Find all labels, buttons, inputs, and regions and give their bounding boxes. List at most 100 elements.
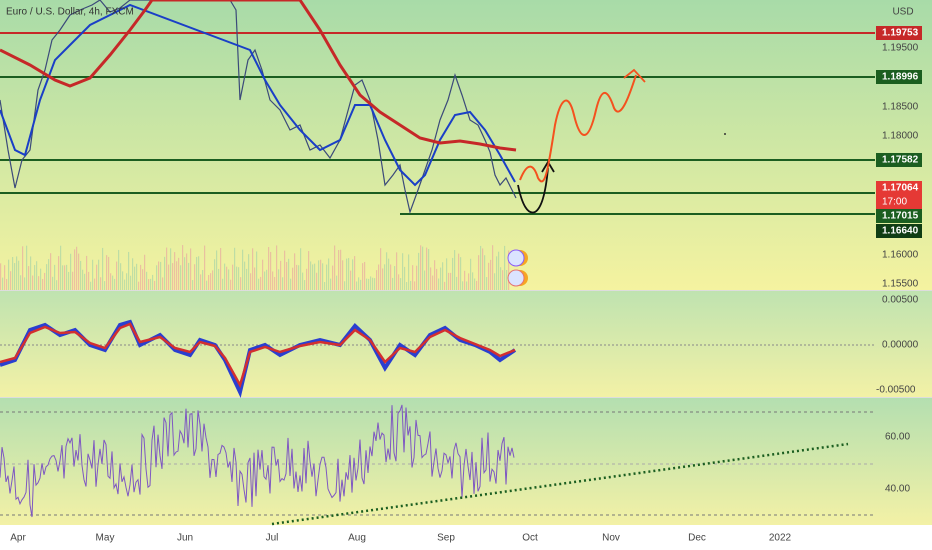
time-tick: Dec [688, 533, 706, 544]
volume-bar [406, 281, 408, 290]
volume-bar [64, 265, 66, 290]
volume-bar [94, 278, 96, 290]
volume-bar [334, 245, 336, 290]
volume-bar [162, 277, 164, 290]
volume-bar [108, 256, 110, 290]
volume-bar [80, 260, 82, 290]
volume-bar [232, 264, 234, 290]
volume-bar [236, 266, 238, 290]
volume-bar [2, 277, 4, 290]
volume-bar [384, 264, 386, 290]
volume-bar [506, 270, 508, 290]
countdown: 17:00 [882, 197, 907, 208]
volume-bar [480, 245, 482, 290]
volume-bar [114, 278, 116, 290]
volume-bar [348, 258, 350, 290]
volume-bar [368, 278, 370, 290]
event-icon[interactable] [507, 269, 525, 287]
volume-bar [320, 259, 322, 290]
volume-bar [240, 277, 242, 290]
volume-bar [390, 264, 392, 290]
volume-bar [416, 265, 418, 290]
volume-bar [374, 278, 376, 290]
time-tick: May [96, 533, 115, 544]
volume-bar [402, 253, 404, 290]
arrow-head [623, 68, 646, 83]
volume-bar [178, 257, 180, 290]
currency: USD [892, 7, 913, 18]
volume-bar [470, 258, 472, 290]
volume-bar [166, 247, 168, 290]
time-tick: Jul [266, 533, 279, 544]
volume-bar [432, 275, 434, 290]
volume-bar [346, 258, 348, 290]
volume-bar [344, 281, 346, 290]
volume-bar [310, 261, 312, 290]
volume-bar [274, 276, 276, 290]
level-label: 1.16640 [882, 226, 919, 237]
price-tick: 1.16000 [882, 250, 919, 261]
volume-bar [14, 263, 16, 290]
volume-bar [280, 260, 282, 290]
volume-bar [270, 251, 272, 290]
volume-bar [154, 280, 156, 290]
volume-bar [134, 266, 136, 290]
volume-bar [486, 277, 488, 290]
volume-bar [0, 263, 2, 290]
volume-bar [372, 277, 374, 290]
time-axis: Apr May Jun Jul Aug Sep Oct Nov Dec 2022 [10, 533, 791, 544]
volume-bar [72, 271, 74, 290]
volume-bar [110, 273, 112, 290]
volume-bar [76, 246, 78, 290]
volume-bar [434, 260, 436, 290]
price-tick: 1.18500 [882, 102, 919, 113]
time-tick: Apr [10, 533, 26, 544]
volume-bar [492, 245, 494, 290]
volume-bar [136, 263, 138, 290]
volume-bar [200, 274, 202, 290]
volume-bar [192, 280, 194, 290]
volume-bar [412, 265, 414, 290]
volume-bar [52, 276, 54, 290]
volume-bar [124, 279, 126, 290]
volume-bar [120, 263, 122, 290]
volume-bar [300, 248, 302, 290]
volume-bar [82, 269, 84, 290]
volume-bar [96, 264, 98, 290]
volume-bar [472, 272, 474, 290]
volume-bar [264, 271, 266, 290]
volume-bar [90, 281, 92, 290]
volume-bar [314, 263, 316, 290]
event-icon[interactable] [507, 249, 525, 267]
volume-bar [198, 256, 200, 290]
level-tag [876, 153, 922, 167]
volume-bar [116, 261, 118, 290]
volume-bar [352, 259, 354, 290]
volume-bar [144, 254, 146, 290]
forecast-path [517, 167, 549, 214]
volume-bar [164, 256, 166, 290]
volume-bar [442, 262, 444, 290]
volume-bar [504, 245, 506, 290]
dot [724, 133, 726, 135]
rsi-line [0, 404, 515, 518]
volume-bar [298, 265, 300, 290]
volume-bar [494, 273, 496, 290]
volume-bar [326, 264, 328, 290]
volume-bar [44, 272, 46, 290]
volume-bar [216, 250, 218, 290]
volume-bar [364, 261, 366, 290]
volume-bar [388, 258, 390, 290]
volume-bar [106, 255, 108, 290]
time-tick: 2022 [769, 533, 792, 544]
volume-bar [230, 279, 232, 290]
volume-bar [444, 281, 446, 290]
volume-bar [278, 269, 280, 290]
volume-bar [458, 253, 460, 290]
volume-bar [40, 268, 42, 290]
volume-bar [46, 264, 48, 290]
volume-bar [34, 265, 36, 290]
volume-bar [378, 264, 380, 290]
volume [0, 245, 510, 290]
